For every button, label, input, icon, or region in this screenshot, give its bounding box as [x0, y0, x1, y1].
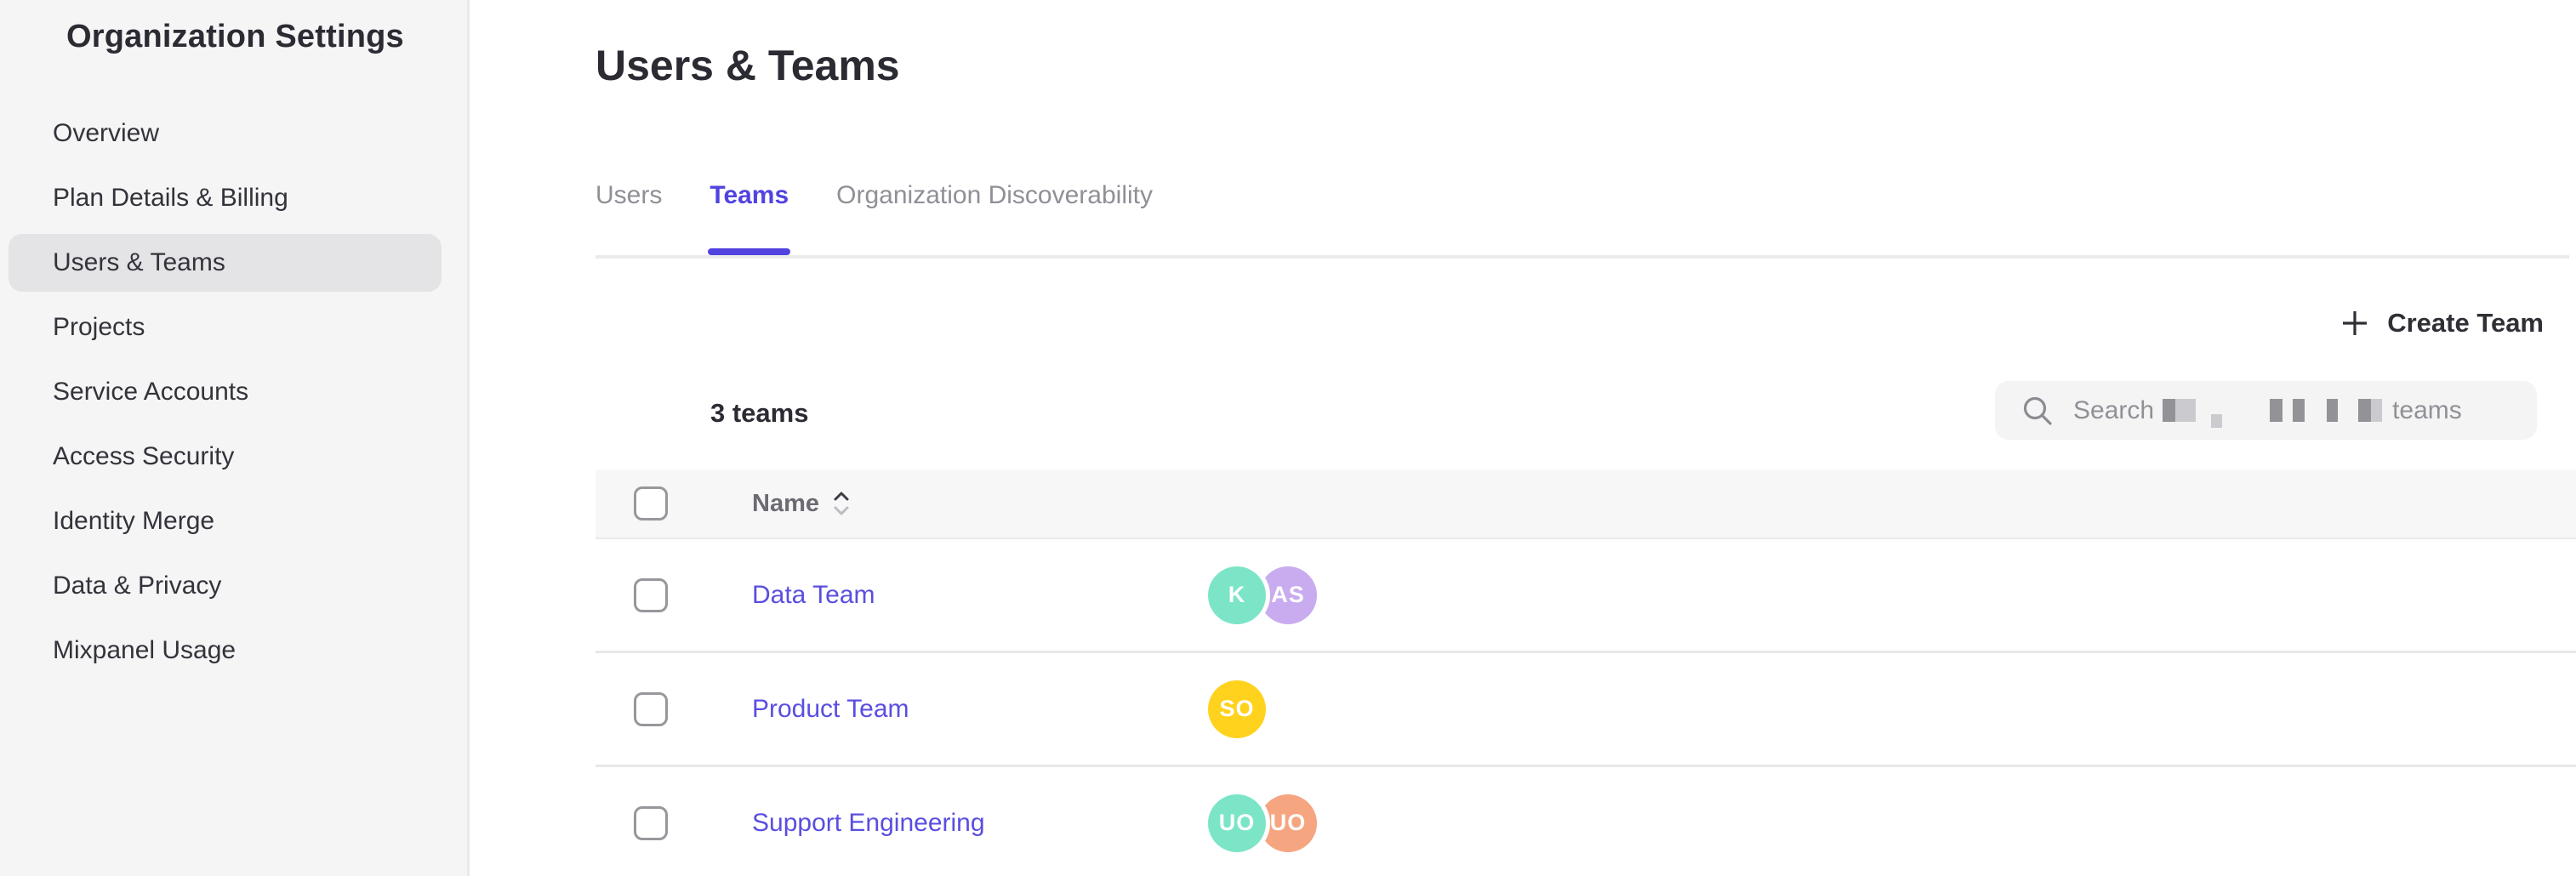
table-row: Product Team SO	[596, 653, 2576, 767]
row-checkbox[interactable]	[634, 805, 668, 840]
team-name-link[interactable]: Product Team	[752, 694, 909, 723]
redacted-text-block	[2175, 399, 2197, 422]
redacted-text-block	[2358, 399, 2372, 422]
select-all-checkbox[interactable]	[634, 486, 668, 520]
table-row: Data Team K AS	[596, 539, 2576, 653]
avatar: UO	[1259, 794, 1317, 852]
plus-icon	[2343, 311, 2368, 335]
avatar: UO	[1208, 794, 1266, 852]
avatar-stack: SO	[1208, 680, 1266, 738]
sidebar-nav: Overview Plan Details & Billing Users & Te…	[0, 98, 450, 686]
redacted-text-block	[2211, 413, 2223, 428]
search-input[interactable]: Search teams	[1995, 381, 2537, 440]
tabs-divider	[596, 255, 2569, 259]
search-placeholder-suffix: teams	[2392, 395, 2462, 424]
create-team-button[interactable]: Create Team	[2339, 308, 2544, 338]
redacted-text-blocks	[2154, 399, 2383, 428]
sidebar-item-label: Users & Teams	[53, 248, 225, 276]
tab-label: Teams	[710, 181, 789, 209]
tabs: Users Teams Organization Discoverability	[596, 174, 1153, 255]
page-title: Users & Teams	[596, 42, 900, 89]
sidebar-item-mixpanel-usage[interactable]: Mixpanel Usage	[9, 622, 442, 680]
avatar-stack: UO UO	[1208, 794, 1317, 852]
tab-teams[interactable]: Teams	[708, 174, 791, 255]
table-body: Data Team K AS Product Team SO Support Engine…	[596, 539, 2576, 876]
sidebar-item-label: Access Security	[53, 442, 235, 470]
sidebar-item-label: Mixpanel Usage	[53, 636, 237, 664]
search-placeholder-prefix: Search	[2073, 395, 2155, 424]
team-name-link[interactable]: Data Team	[752, 580, 875, 609]
name-column-label: Name	[752, 489, 819, 517]
table-row: Support Engineering UO UO	[596, 767, 2576, 876]
team-name-link[interactable]: Support Engineering	[752, 808, 985, 837]
sidebar-item-identity-merge[interactable]: Identity Merge	[9, 492, 442, 550]
magnifier-icon	[2023, 396, 2052, 425]
name-column-header[interactable]: Name	[752, 488, 852, 519]
sidebar-item-label: Plan Details & Billing	[53, 184, 288, 212]
row-checkbox[interactable]	[634, 691, 668, 726]
sidebar-item-projects[interactable]: Projects	[9, 299, 442, 356]
redacted-text-block	[2270, 399, 2283, 422]
main-content: Users & Teams Users Teams Organization Dis…	[472, 0, 2576, 876]
sidebar-item-label: Overview	[53, 119, 160, 147]
avatar: AS	[1259, 566, 1317, 624]
sidebar-item-access-security[interactable]: Access Security	[9, 428, 442, 486]
sidebar-item-label: Service Accounts	[53, 378, 249, 406]
tab-label: Organization Discoverability	[836, 181, 1153, 209]
avatar: SO	[1208, 680, 1266, 738]
tab-users[interactable]: Users	[596, 174, 662, 255]
tab-label: Users	[596, 181, 663, 209]
redacted-text-block	[2163, 399, 2176, 422]
table-header: Name	[596, 469, 2576, 539]
search-placeholder: Search teams	[2073, 395, 2462, 428]
sidebar-item-label: Identity Merge	[53, 507, 215, 535]
avatar: K	[1208, 566, 1266, 624]
sidebar: Organization Settings Overview Plan Detai…	[0, 0, 470, 876]
create-team-label: Create Team	[2387, 308, 2544, 338]
active-tab-underline	[708, 248, 791, 255]
sort-chevrons-icon	[834, 492, 849, 515]
avatar-stack: K AS	[1208, 566, 1317, 624]
sidebar-item-plan-details-billing[interactable]: Plan Details & Billing	[9, 169, 442, 227]
sidebar-item-data-privacy[interactable]: Data & Privacy	[9, 557, 442, 615]
sidebar-item-label: Data & Privacy	[53, 572, 222, 600]
redacted-text-block	[2293, 399, 2305, 422]
tab-organization-discoverability[interactable]: Organization Discoverability	[836, 174, 1153, 255]
sidebar-item-overview[interactable]: Overview	[9, 105, 442, 162]
redacted-text-block	[2371, 399, 2383, 422]
row-checkbox[interactable]	[634, 577, 668, 612]
redacted-text-block	[2327, 399, 2339, 422]
sidebar-item-users-teams[interactable]: Users & Teams	[9, 234, 442, 292]
sidebar-title: Organization Settings	[66, 19, 404, 54]
sidebar-item-service-accounts[interactable]: Service Accounts	[9, 363, 442, 421]
sidebar-item-label: Projects	[53, 313, 145, 341]
team-count: 3 teams	[710, 398, 809, 428]
